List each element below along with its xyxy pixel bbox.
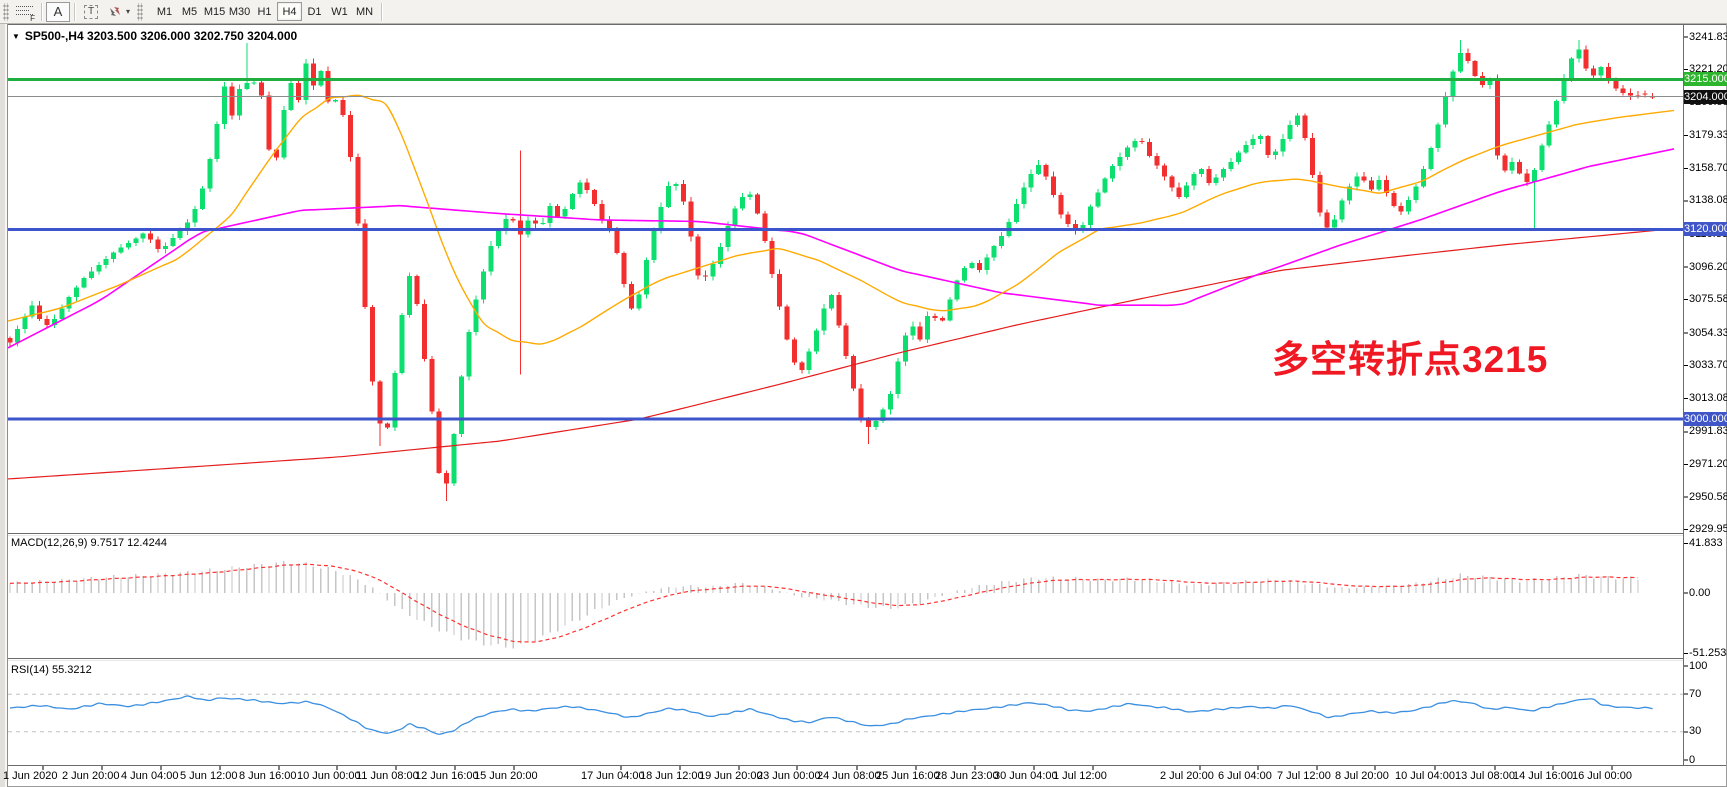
- macd-axis-label[interactable]: 41.833: [1689, 536, 1723, 549]
- timeframe-button-d1[interactable]: D1: [302, 2, 327, 21]
- window-left-edge: [0, 24, 8, 787]
- toolbar-drag-handle[interactable]: [3, 2, 9, 21]
- price-axis-label[interactable]: 3075.580: [1689, 293, 1727, 306]
- chart-title-text: SP500-,H4 3203.500 3206.000 3202.750 320…: [24, 29, 298, 43]
- one-click-trading-arrow[interactable]: ▼: [12, 32, 20, 41]
- time-axis-label[interactable]: 18 Jun 12:00: [640, 770, 704, 782]
- macd-indicator-label: MACD(12,26,9) 9.7517 12.4244: [11, 537, 167, 549]
- price-axis-label[interactable]: 3033.705: [1689, 359, 1727, 372]
- time-axis-label[interactable]: 4 Jun 04:00: [121, 770, 179, 782]
- chart-annotation-text[interactable]: 多空转折点3215: [1272, 339, 1549, 380]
- chevron-down-icon: ▾: [126, 7, 131, 16]
- price-line-badge: 3204.000: [1684, 89, 1727, 104]
- price-axis-label[interactable]: 3138.080: [1689, 194, 1727, 207]
- toolbar-separator: [41, 2, 42, 21]
- rsi-axis-label[interactable]: 70: [1689, 687, 1702, 700]
- time-axis-label[interactable]: 5 Jun 12:00: [180, 770, 238, 782]
- fibonacci-icon-letter: F: [30, 13, 35, 23]
- time-axis-label[interactable]: 6 Jul 04:00: [1218, 770, 1272, 782]
- fibonacci-tool-button[interactable]: F: [12, 2, 37, 23]
- time-axis-label[interactable]: 13 Jul 08:00: [1455, 770, 1515, 782]
- timeframe-button-h4[interactable]: H4: [277, 2, 303, 21]
- rsi-indicator-label: RSI(14) 55.3212: [11, 664, 92, 676]
- price-axis-label[interactable]: 2971.205: [1689, 457, 1727, 470]
- price-line-badge: 3000.000: [1684, 411, 1727, 426]
- time-axis-label[interactable]: 10 Jun 00:00: [297, 770, 361, 782]
- text-tool-button[interactable]: A: [46, 1, 70, 22]
- price-axis-label[interactable]: 3241.830: [1689, 30, 1727, 43]
- time-axis-label[interactable]: 16 Jul 00:00: [1572, 770, 1632, 782]
- timeframe-button-m30[interactable]: M30: [227, 2, 252, 21]
- time-axis-label[interactable]: 2 Jul 20:00: [1160, 770, 1214, 782]
- timeframe-button-w1[interactable]: W1: [327, 2, 352, 21]
- text-tool-icon: A: [53, 4, 63, 19]
- time-axis-label[interactable]: 30 Jun 04:00: [994, 770, 1058, 782]
- rsi-axis-label[interactable]: 30: [1689, 725, 1702, 738]
- time-axis-label[interactable]: 7 Jul 12:00: [1277, 770, 1331, 782]
- time-axis-label[interactable]: 8 Jun 16:00: [239, 770, 297, 782]
- time-axis-label[interactable]: 10 Jul 04:00: [1395, 770, 1455, 782]
- price-axis-label[interactable]: 3158.705: [1689, 161, 1727, 174]
- timeframe-button-m1[interactable]: M1: [152, 2, 177, 21]
- arrows-icon: [110, 7, 120, 16]
- time-axis-label[interactable]: 8 Jul 20:00: [1335, 770, 1389, 782]
- time-axis-label[interactable]: 24 Jun 08:00: [817, 770, 881, 782]
- chart-plot[interactable]: [0, 24, 1727, 787]
- price-axis-label[interactable]: 3179.330: [1689, 129, 1727, 142]
- chart-title: ▼ SP500-,H4 3203.500 3206.000 3202.750 32…: [12, 29, 297, 43]
- price-line-badge: 3215.000: [1684, 72, 1727, 87]
- time-axis-label[interactable]: 11 Jun 08:00: [356, 770, 419, 782]
- text-label-tool-button[interactable]: T: [79, 2, 103, 22]
- toolbar: F A T ▾ M1 M5 M15 M30 H1 H4 D1 W1 MN: [0, 0, 1727, 24]
- time-axis-label[interactable]: 2 Jun 20:00: [62, 770, 120, 782]
- time-axis-label[interactable]: 17 Jun 04:00: [581, 770, 645, 782]
- timeframe-button-m5[interactable]: M5: [177, 2, 202, 21]
- fibonacci-icon: F: [16, 5, 35, 23]
- time-axis-label[interactable]: 19 Jun 20:00: [699, 770, 763, 782]
- rsi-axis-label[interactable]: 0: [1689, 753, 1696, 766]
- time-axis-label[interactable]: 25 Jun 16:00: [876, 770, 940, 782]
- price-axis-label[interactable]: 3096.205: [1689, 260, 1727, 273]
- arrows-tool-button[interactable]: ▾: [103, 2, 134, 22]
- price-axis-label[interactable]: 3013.080: [1689, 391, 1727, 404]
- time-axis-label[interactable]: 28 Jun 23:00: [935, 770, 999, 782]
- macd-axis-label[interactable]: -51.2535: [1689, 647, 1727, 660]
- time-axis-label[interactable]: 12 Jun 16:00: [415, 770, 479, 782]
- macd-axis-label[interactable]: 0.00: [1689, 586, 1711, 599]
- timeframe-toolbar: M1 M5 M15 M30 H1 H4 D1 W1 MN: [152, 2, 377, 21]
- price-line-badge: 3120.000: [1684, 222, 1727, 237]
- chart-canvas[interactable]: ▼ SP500-,H4 3203.500 3206.000 3202.750 32…: [0, 24, 1727, 787]
- time-axis-label[interactable]: 15 Jun 20:00: [474, 770, 538, 782]
- timeframe-button-m15[interactable]: M15: [202, 2, 227, 21]
- price-axis-label[interactable]: 2929.955: [1689, 523, 1727, 536]
- price-axis-label[interactable]: 3054.330: [1689, 326, 1727, 339]
- price-axis-label[interactable]: 2991.830: [1689, 425, 1727, 438]
- toolbar-separator: [74, 2, 75, 21]
- price-axis-label[interactable]: 3221.205: [1689, 63, 1727, 76]
- toolbar-drag-handle[interactable]: [137, 2, 144, 21]
- time-axis-label[interactable]: 1 Jul 12:00: [1053, 770, 1107, 782]
- timeframe-button-mn[interactable]: MN: [352, 2, 377, 21]
- text-label-icon: T: [83, 4, 99, 19]
- time-axis-label[interactable]: 23 Jun 00:00: [757, 770, 821, 782]
- toolbar-separator: [381, 2, 383, 21]
- time-axis-label[interactable]: 14 Jul 16:00: [1513, 770, 1573, 782]
- price-axis-label[interactable]: 2950.580: [1689, 490, 1727, 503]
- time-axis-label[interactable]: 1 Jun 2020: [3, 770, 58, 782]
- timeframe-button-h1[interactable]: H1: [252, 2, 277, 21]
- rsi-axis-label[interactable]: 100: [1689, 659, 1708, 672]
